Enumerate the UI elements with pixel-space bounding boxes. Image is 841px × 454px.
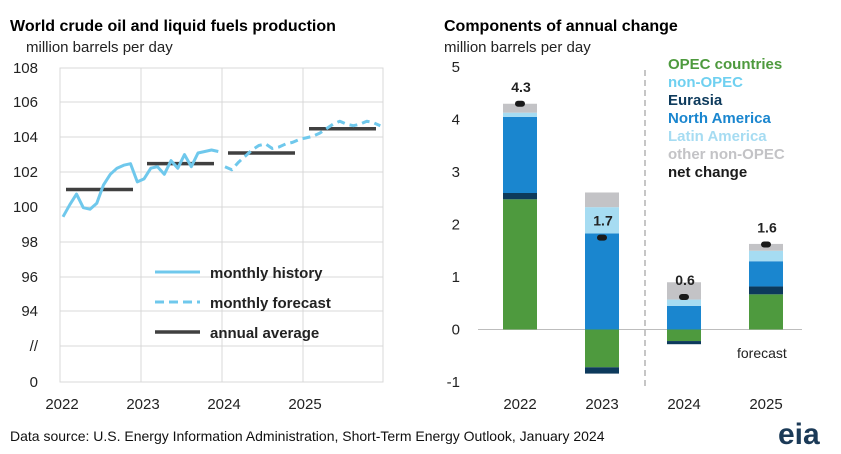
legend-history-label: monthly history — [210, 265, 323, 282]
bar-segment-other_non_opec-2022 — [503, 103, 537, 113]
legend-item-net_change: net change — [668, 164, 747, 181]
bar-segment-opec-2025 — [749, 294, 783, 330]
right-x-tick-label: 2024 — [667, 396, 700, 413]
legend-forecast-label: monthly forecast — [210, 295, 331, 312]
net-change-marker-2022 — [515, 100, 525, 107]
left-chart-title: World crude oil and liquid fuels product… — [10, 18, 336, 35]
legend-item-opec: OPEC countries — [668, 56, 782, 73]
bar-segment-opec-2022 — [503, 199, 537, 330]
net-change-marker-2024 — [679, 293, 689, 300]
legend-annual-label: annual average — [210, 325, 319, 342]
bar-segment-north_america-2025 — [749, 261, 783, 287]
bar-segment-north_america-2024 — [667, 305, 701, 330]
net-change-label-2025: 1.6 — [757, 219, 777, 235]
left-chart: 108 106 104 102 100 98 96 94 // 0 2022 2023 2024 2025… — [13, 60, 384, 413]
right-x-tick-label: 2025 — [749, 396, 782, 413]
bar-segment-opec-2023 — [585, 329, 619, 368]
left-y-tick-label: 100 — [13, 199, 38, 216]
source-note: Data source: U.S. Energy Information Adm… — [10, 428, 605, 444]
monthly-forecast-line — [224, 119, 381, 172]
bar-segment-eurasia-2025 — [749, 286, 783, 295]
net-change-label-2023: 1.7 — [593, 213, 613, 229]
eia-logo: eia — [778, 418, 820, 451]
left-x-tick-label: 2023 — [126, 396, 159, 413]
left-x-tick-label: 2022 — [45, 396, 78, 413]
left-x-tick-label: 2024 — [207, 396, 240, 413]
legend-item-latin_america: Latin America — [668, 128, 767, 145]
legend-item-north_america: North America — [668, 110, 771, 127]
net-change-label-2024: 0.6 — [675, 272, 695, 288]
legend-item-other_non_opec: other non-OPEC — [668, 146, 785, 163]
monthly-history-line — [61, 148, 219, 218]
right-y-tick-label: 5 — [452, 59, 460, 76]
right-chart-title: Components of annual change — [444, 18, 678, 35]
left-y-tick-label: 0 — [30, 374, 38, 391]
net-change-marker-2025 — [761, 241, 771, 248]
bar-segment-opec-2024 — [667, 329, 701, 342]
left-chart-subtitle: million barrels per day — [26, 39, 173, 56]
bar-segment-latin_america-2022 — [503, 112, 537, 117]
bar-segment-north_america-2023 — [585, 233, 619, 330]
right-y-tick-label: 4 — [452, 112, 460, 129]
bar-segment-latin_america-2024 — [667, 299, 701, 306]
left-y-tick-label: 96 — [21, 269, 38, 286]
left-x-tick-label: 2025 — [288, 396, 321, 413]
bar-segment-north_america-2022 — [503, 116, 537, 193]
bar-segment-latin_america-2025 — [749, 250, 783, 262]
forecast-label: forecast — [737, 345, 787, 361]
left-y-tick-label: 106 — [13, 94, 38, 111]
right-y-tick-label: 0 — [452, 322, 460, 339]
right-x-tick-label: 2023 — [585, 396, 618, 413]
net-change-label-2022: 4.3 — [511, 79, 531, 95]
left-y-tick-label: 108 — [13, 60, 38, 77]
bar-segment-latin_america-2023 — [585, 207, 619, 234]
bar-segment-other_non_opec-2023 — [585, 192, 619, 208]
bar-segment-eurasia-2024 — [667, 341, 701, 345]
right-y-tick-label: -1 — [447, 374, 460, 391]
net-change-marker-2023 — [597, 234, 607, 241]
left-y-tick-label: 94 — [21, 303, 38, 320]
left-y-tick-label: 102 — [13, 164, 38, 181]
right-y-tick-label: 2 — [452, 217, 460, 234]
right-chart: 5 4 3 2 1 0 -1 forecast 2022 4.3 2023 1.7 2024 0.6 202… — [447, 56, 802, 413]
bar-segment-eurasia-2022 — [503, 193, 537, 200]
left-y-tick-label: 104 — [13, 129, 38, 146]
bar-segment-eurasia-2023 — [585, 367, 619, 374]
right-y-tick-label: 3 — [452, 164, 460, 181]
legend-item-non_opec: non-OPEC — [668, 74, 743, 91]
bar-segment-other_non_opec-2024 — [667, 282, 701, 300]
right-chart-subtitle: million barrels per day — [444, 39, 591, 56]
left-y-tick-label: 98 — [21, 234, 38, 251]
left-y-tick-label: // — [30, 338, 39, 355]
legend-item-eurasia: Eurasia — [668, 92, 723, 109]
right-y-tick-label: 1 — [452, 269, 460, 286]
right-x-tick-label: 2022 — [503, 396, 536, 413]
